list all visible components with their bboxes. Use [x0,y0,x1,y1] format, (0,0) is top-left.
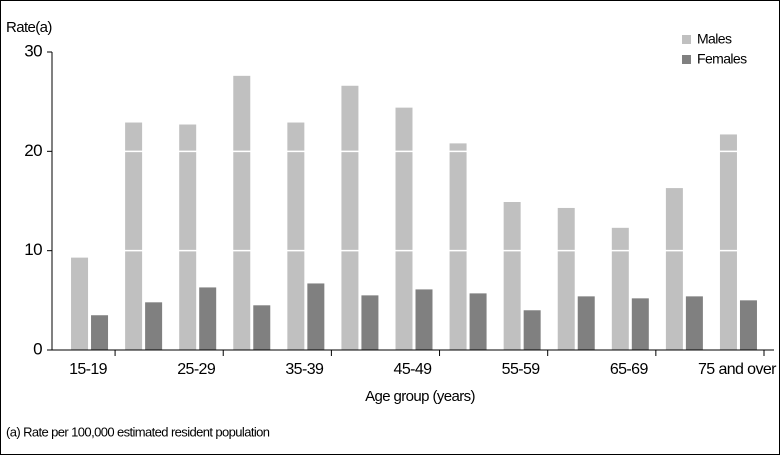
legend-swatch [682,55,691,64]
bar [395,107,413,350]
bar [719,134,737,350]
bar [361,295,379,350]
x-tick-label: 35-39 [285,361,324,378]
bar [611,227,629,350]
bar [91,315,109,350]
x-axis-title: Age group (years) [365,388,475,405]
bar [199,287,217,350]
bar [469,293,487,350]
bar [253,305,271,350]
y-tick-label: 30 [24,41,42,60]
bar [125,122,143,350]
x-tick-label: 25-29 [177,361,216,378]
bar [71,257,89,350]
bar [179,124,197,350]
x-tick-label: 65-69 [610,361,649,378]
legend-swatch [682,35,691,44]
bar [341,85,359,351]
bar [577,296,595,350]
x-tick-label: 55-59 [502,361,541,378]
x-tick-label: 15-19 [69,361,108,378]
bar [557,207,575,350]
x-tick-label: 45-49 [394,361,433,378]
legend-label: Females [697,51,747,67]
bar [631,298,649,350]
bar [685,296,703,350]
bar [415,289,433,350]
x-tick-label: 75 and over [698,361,777,378]
bar [307,283,325,350]
y-tick-label: 20 [24,141,42,160]
y-tick-label: 0 [33,339,42,358]
bar [449,143,467,350]
y-tick-label: 10 [24,240,42,259]
bar [145,302,163,350]
footnote: (a) Rate per 100,000 estimated resident … [6,424,270,439]
y-axis-title: Rate(a) [6,19,52,36]
bar [233,75,251,350]
bar [287,122,305,350]
bar [523,310,541,350]
legend-label: Males [697,31,732,47]
bar [665,188,683,350]
bar [739,300,757,350]
bar [503,201,521,350]
